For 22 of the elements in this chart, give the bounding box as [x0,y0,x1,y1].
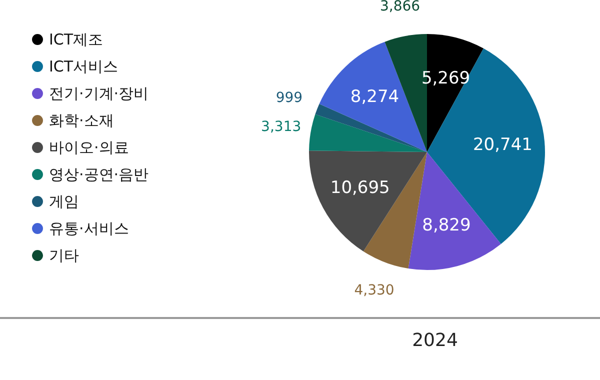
data-label: 3,313 [261,119,302,136]
pie-slice [315,104,427,152]
data-label: 8,274 [350,86,400,107]
legend-label: 게임 [49,192,79,210]
data-label: 4,330 [354,282,394,298]
legend-label: ICT서비스 [49,58,118,76]
legend-label: 전기·기계·장비 [49,84,149,102]
data-label: 10,695 [330,178,390,198]
data-label: 5,269 [421,68,470,88]
data-label: 999 [276,90,303,106]
data-label: 20,741 [472,135,532,156]
pie-slice [408,152,501,270]
legend-label: 기타 [49,246,79,264]
data-label: 8,829 [422,215,471,236]
text: 2024 [411,330,459,351]
pie-slice [309,114,427,152]
legend-label: ICT제조 [49,30,104,48]
legend-label: 영상·공연·음반 [49,166,149,184]
legend-label: 바이오·의료 [49,138,129,156]
legend-label: 화학·소재 [49,112,114,130]
data-label: 3,866 [380,0,420,14]
legend-label: 유통·서비스 [49,220,129,238]
